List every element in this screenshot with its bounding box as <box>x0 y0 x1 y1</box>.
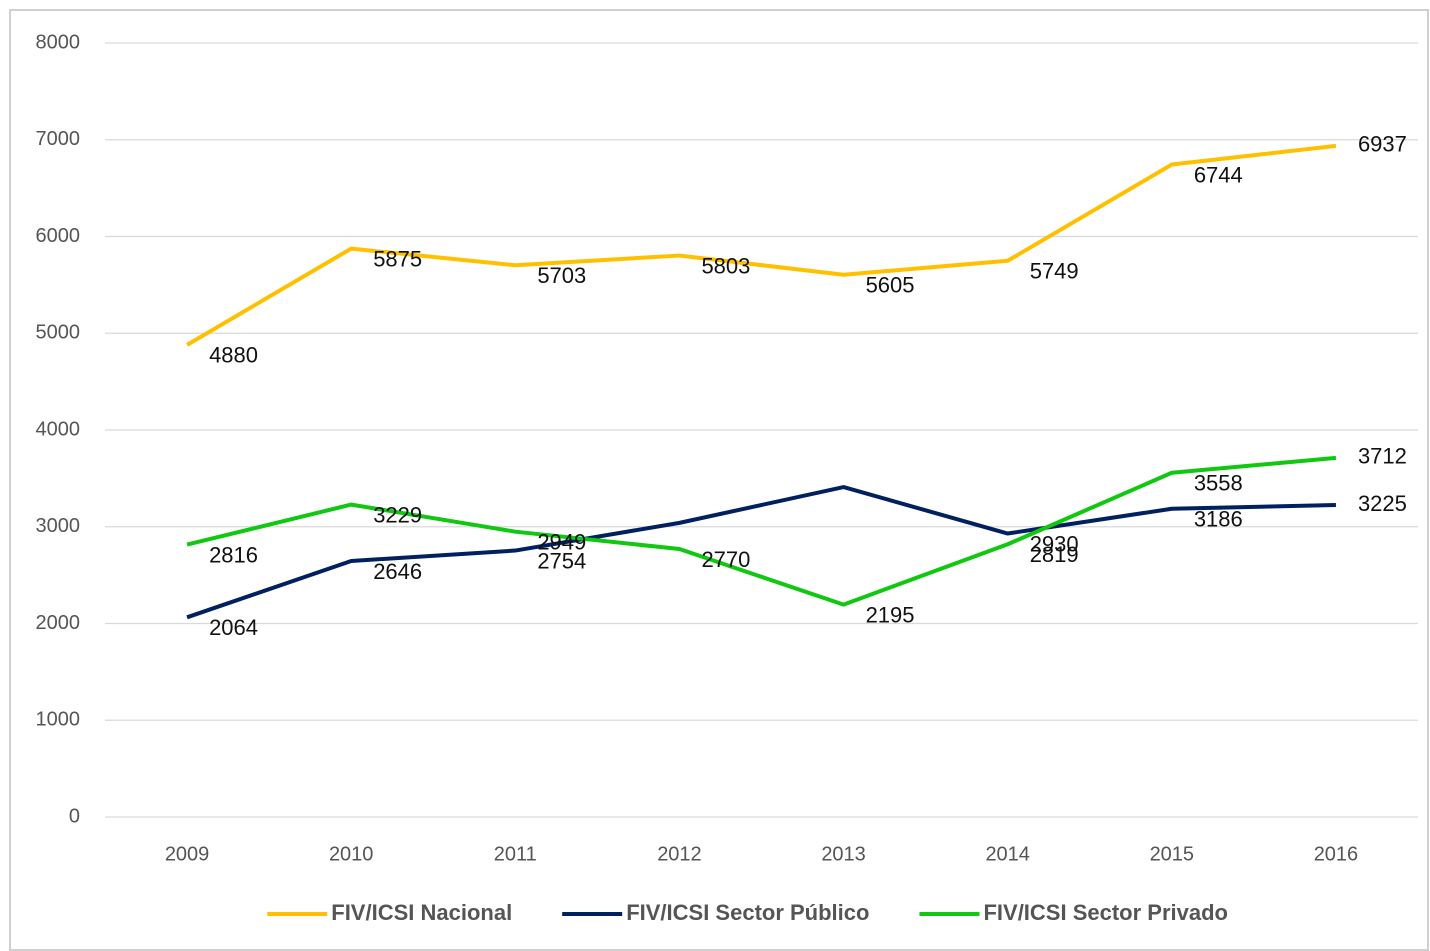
y-tick-label: 8000 <box>36 31 81 53</box>
data-label: 6937 <box>1358 132 1407 157</box>
y-tick-label: 0 <box>69 805 80 827</box>
data-label: 2646 <box>373 559 422 584</box>
data-label: 3225 <box>1358 491 1407 516</box>
data-label: 2064 <box>209 615 258 640</box>
y-tick-label: 2000 <box>36 612 81 634</box>
x-tick-label: 2013 <box>821 843 866 865</box>
series-line <box>186 455 1337 607</box>
data-label: 3186 <box>1194 507 1243 532</box>
data-label: 5875 <box>373 246 422 271</box>
y-tick-label: 3000 <box>36 515 81 537</box>
y-tick-label: 1000 <box>36 709 81 731</box>
data-label: 5703 <box>537 263 586 288</box>
y-tick-label: 7000 <box>36 128 81 150</box>
x-tick-label: 2014 <box>985 843 1030 865</box>
data-label: 2754 <box>537 548 586 573</box>
x-tick-label: 2011 <box>494 843 537 865</box>
x-tick-label: 2016 <box>1314 843 1359 865</box>
data-label: 5803 <box>701 253 750 278</box>
x-tick-label: 2010 <box>329 843 374 865</box>
data-label: 2816 <box>209 542 258 567</box>
data-label: 3558 <box>1194 471 1243 496</box>
x-tick-label: 2012 <box>657 843 702 865</box>
chart-border <box>9 9 1429 951</box>
data-label: 4880 <box>209 343 258 368</box>
data-label: 5605 <box>866 273 915 298</box>
legend-label: FIV/ICSI Nacional <box>331 900 512 925</box>
data-label: 2770 <box>701 547 750 572</box>
data-label: 2949 <box>537 529 586 554</box>
y-tick-label: 4000 <box>36 418 81 440</box>
x-tick-label: 2015 <box>1150 843 1195 865</box>
y-tick-label: 6000 <box>36 225 81 247</box>
series-line <box>186 485 1336 620</box>
data-label: 3712 <box>1358 444 1407 469</box>
x-tick-label: 2009 <box>165 843 210 865</box>
data-label: 2930 <box>1030 531 1079 556</box>
data-label: 2819 <box>1030 542 1079 567</box>
legend-label: FIV/ICSI Sector Público <box>626 900 869 925</box>
series-line <box>186 143 1337 347</box>
data-label: 2195 <box>866 602 915 627</box>
data-label: 3229 <box>373 502 422 527</box>
legend-label: FIV/ICSI Sector Privado <box>983 900 1228 925</box>
y-tick-label: 5000 <box>36 322 81 344</box>
data-label: 6744 <box>1194 162 1243 187</box>
data-label: 5749 <box>1030 259 1079 284</box>
